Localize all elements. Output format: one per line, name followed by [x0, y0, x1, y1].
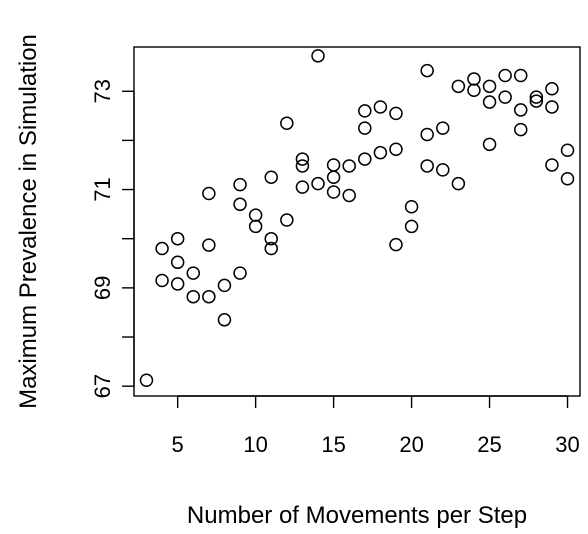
data-point — [217, 278, 232, 293]
x-tick-label: 15 — [321, 432, 345, 457]
data-point — [513, 103, 528, 117]
data-point — [186, 266, 201, 280]
y-tick-label: 73 — [90, 79, 115, 103]
data-point — [404, 200, 419, 214]
y-tick-label: 67 — [90, 374, 115, 398]
data-point — [529, 90, 544, 104]
data-point — [342, 159, 356, 173]
data-point — [482, 95, 497, 109]
data-point — [560, 143, 575, 157]
data-point — [170, 231, 185, 246]
data-point — [436, 163, 450, 177]
data-point — [358, 121, 372, 135]
data-point — [498, 90, 512, 104]
data-point — [202, 186, 216, 201]
data-point — [264, 231, 278, 246]
data-point — [545, 82, 559, 96]
data-point — [358, 104, 372, 118]
data-points — [139, 49, 575, 388]
data-point — [342, 188, 356, 203]
data-point — [139, 373, 154, 388]
data-point — [170, 255, 185, 270]
data-point — [373, 100, 388, 114]
data-point — [280, 213, 294, 227]
data-point — [513, 122, 528, 137]
data-point — [248, 208, 263, 222]
data-point — [311, 49, 325, 63]
data-point — [326, 185, 341, 199]
data-point — [233, 197, 247, 212]
data-point — [404, 219, 419, 234]
data-point — [358, 152, 372, 166]
data-point — [155, 273, 169, 288]
x-tick-label: 30 — [555, 432, 579, 457]
data-point — [233, 266, 247, 280]
data-point — [217, 313, 232, 327]
y-tick-label: 71 — [90, 177, 115, 201]
data-point — [248, 219, 263, 234]
data-point — [436, 121, 450, 135]
data-point — [451, 79, 466, 94]
data-point — [420, 63, 434, 78]
data-point — [498, 68, 512, 83]
data-point — [326, 170, 341, 185]
data-point — [264, 241, 278, 256]
plot-frame — [133, 46, 581, 397]
x-tick-label: 10 — [243, 432, 267, 457]
data-point — [389, 142, 403, 156]
data-point — [186, 289, 201, 304]
data-point — [202, 238, 216, 252]
data-point — [202, 289, 216, 304]
data-point — [545, 100, 559, 114]
y-tick-label: 69 — [90, 276, 115, 300]
data-point — [545, 158, 559, 172]
data-point — [373, 145, 388, 160]
data-point — [264, 170, 278, 185]
data-point — [389, 237, 403, 252]
data-point — [295, 180, 310, 194]
data-point — [451, 176, 466, 191]
data-point — [467, 83, 481, 98]
data-point — [482, 137, 497, 152]
y-axis: 67 69 71 73 — [90, 79, 135, 398]
x-axis-label: Number of Movements per Step — [187, 502, 527, 529]
data-point — [389, 106, 403, 121]
data-point — [560, 171, 575, 186]
data-point — [233, 177, 247, 192]
x-tick-label: 5 — [172, 432, 184, 457]
data-point — [420, 127, 434, 142]
data-point — [529, 94, 544, 108]
data-point — [326, 158, 341, 172]
data-point — [280, 116, 294, 130]
data-point — [170, 277, 185, 291]
x-axis: 5 10 15 20 25 30 — [172, 395, 580, 457]
y-axis-label: Maximum Prevalence in Simulation — [15, 34, 42, 409]
x-tick-label: 20 — [399, 432, 423, 457]
data-point — [467, 72, 481, 86]
data-point — [155, 241, 169, 256]
data-point — [513, 68, 528, 83]
data-point — [295, 159, 310, 173]
data-point — [420, 159, 434, 173]
data-point — [311, 176, 325, 191]
data-point — [295, 152, 310, 166]
data-point — [482, 79, 497, 94]
x-tick-label: 25 — [477, 432, 501, 457]
